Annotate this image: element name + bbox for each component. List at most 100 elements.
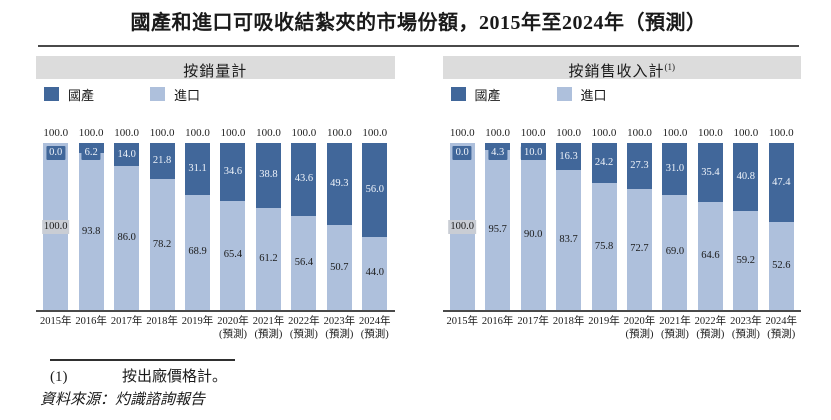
stacked-bar: 56.0 44.0 bbox=[362, 143, 388, 310]
segment-value-label-domestic: 0.0 bbox=[46, 146, 66, 160]
segment-value-label-domestic: 49.3 bbox=[330, 178, 349, 190]
legend-label-import: 進口 bbox=[174, 87, 201, 103]
stacked-bar: 27.3 72.7 bbox=[626, 143, 652, 310]
bar-segment-import: 50.7 bbox=[326, 225, 352, 310]
x-axis-label-year: 2015年 bbox=[39, 316, 72, 327]
segment-value-label-domestic: 38.8 bbox=[259, 169, 278, 181]
bar-segment-import: 65.4 bbox=[220, 200, 246, 310]
legend-label-domestic: 國產 bbox=[474, 87, 501, 103]
bar-total-label: 100.0 bbox=[556, 127, 581, 139]
x-axis-label: 2022年 (預測) bbox=[286, 315, 321, 341]
bar-segment-import: 52.6 bbox=[768, 222, 794, 310]
bar-column: 100.0 21.8 78.2 bbox=[144, 127, 179, 310]
panel-header-label: 按銷量計 bbox=[183, 64, 248, 80]
segment-value-label-domestic: 16.3 bbox=[559, 150, 578, 162]
segment-value-label-import: 65.4 bbox=[223, 249, 243, 261]
legend-item-import: 進口 bbox=[556, 85, 607, 104]
x-axis-label-year: 2021年 bbox=[659, 316, 691, 327]
bar-segment-domestic: 34.6 bbox=[220, 143, 246, 201]
segment-value-label-import: 61.2 bbox=[259, 252, 278, 264]
bar-column: 100.0 10.0 90.0 bbox=[515, 127, 550, 310]
stacked-bar: 47.4 52.6 bbox=[768, 143, 794, 310]
plot-area: 100.0 0.0 100.0 100.0 4.3 95.7 100.0 10.0 90.0 10… bbox=[442, 126, 801, 312]
stacked-bar: 0.0 100.0 bbox=[448, 143, 477, 310]
legend-label-import: 進口 bbox=[580, 87, 607, 103]
segment-value-label-import: 86.0 bbox=[117, 232, 136, 244]
segment-value-label-domestic: 0.0 bbox=[452, 146, 472, 160]
segment-value-label-import: 90.0 bbox=[523, 228, 543, 240]
bar-segment-domestic: 38.8 bbox=[255, 143, 281, 208]
x-axis-label-year: 2024年 bbox=[765, 316, 798, 327]
stacked-bar: 31.0 69.0 bbox=[662, 143, 688, 310]
segment-value-label-import: 95.7 bbox=[488, 224, 507, 236]
bar-segment-import: 44.0 bbox=[362, 236, 388, 310]
panel-header-by-sales-volume: 按銷量計 bbox=[36, 56, 395, 80]
segment-value-label-domestic: 31.1 bbox=[188, 162, 207, 174]
footnote-rule bbox=[50, 359, 235, 361]
x-axis-label: 2024年 (預測) bbox=[357, 315, 392, 341]
bar-total-label: 100.0 bbox=[768, 127, 794, 139]
legend-label-domestic: 國產 bbox=[68, 87, 95, 103]
x-axis-label-year: 2021年 bbox=[252, 316, 285, 327]
stacked-bar: 35.4 64.6 bbox=[697, 143, 723, 310]
x-axis-label-year: 2019年 bbox=[588, 316, 620, 327]
stacked-bar: 24.2 75.8 bbox=[591, 143, 617, 310]
panel-by-sales-revenue: 按銷售收入計(1) 國產 進口 100.0 0.0 100.0 100.0 4.3 95.… bbox=[442, 56, 802, 341]
x-axis-label-year: 2015年 bbox=[446, 316, 478, 327]
bar-segment-domestic: 24.2 bbox=[591, 143, 617, 184]
footnote-text: 按出廠價格計。 bbox=[122, 369, 228, 385]
bar-segment-domestic: 35.4 bbox=[697, 143, 723, 203]
bar-segment-domestic: 40.8 bbox=[733, 143, 759, 212]
x-axis-label-forecast: (預測) bbox=[254, 329, 283, 340]
bar-segment-domestic: 49.3 bbox=[326, 143, 352, 226]
plot-area: 100.0 0.0 100.0 100.0 6.2 93.8 100.0 14.0 86.0 10… bbox=[36, 126, 395, 312]
charts-row: 按銷量計 國產 進口 100.0 0.0 100.0 100.0 6.2 93.8 100.… bbox=[36, 56, 801, 341]
bar-column: 100.0 6.2 93.8 bbox=[73, 127, 108, 310]
x-axis-label-forecast: (預測) bbox=[360, 329, 389, 340]
bar-segment-import: 95.7 bbox=[485, 150, 511, 310]
bar-column: 100.0 38.8 61.2 bbox=[251, 127, 286, 310]
x-axis-label-forecast: (預測) bbox=[660, 329, 689, 340]
x-axis-label: 2022年 (預測) bbox=[693, 315, 728, 341]
segment-value-label-import: 52.6 bbox=[772, 260, 791, 272]
bar-segment-domestic: 16.3 bbox=[556, 143, 582, 171]
segment-value-label-domestic: 14.0 bbox=[117, 148, 136, 160]
footnote-line: (1) 按出廠價格計。 bbox=[50, 365, 801, 386]
segment-value-label-domestic: 47.4 bbox=[772, 176, 791, 188]
x-axis-label-year: 2020年 bbox=[217, 316, 249, 327]
bar-total-label: 100.0 bbox=[291, 127, 317, 139]
bar-segment-domestic: 56.0 bbox=[362, 143, 388, 237]
x-axis-label: 2016年 bbox=[73, 315, 108, 341]
bar-column: 100.0 31.0 69.0 bbox=[657, 127, 692, 310]
x-axis-label-year: 2017年 bbox=[517, 316, 549, 327]
stacked-bar: 49.3 50.7 bbox=[326, 143, 352, 310]
x-axis-label: 2020年 (預測) bbox=[215, 315, 250, 341]
x-axis-label: 2015年 bbox=[38, 315, 73, 341]
segment-value-label-import: 93.8 bbox=[81, 225, 101, 237]
segment-value-label-domestic: 43.6 bbox=[294, 173, 314, 185]
panel-header-superscript: (1) bbox=[664, 62, 676, 72]
bar-column: 100.0 31.1 68.9 bbox=[180, 127, 215, 310]
x-axis-label: 2018年 bbox=[144, 315, 179, 341]
bar-total-label: 100.0 bbox=[449, 127, 475, 139]
panel-header-label: 按銷售收入計 bbox=[568, 64, 665, 80]
stacked-bar: 43.6 56.4 bbox=[291, 143, 317, 310]
x-axis-label: 2021年 (預測) bbox=[251, 315, 286, 341]
legend: 國產 進口 bbox=[443, 85, 802, 104]
bar-segment-import: 69.0 bbox=[662, 194, 688, 310]
segment-value-label-domestic: 31.0 bbox=[665, 162, 685, 174]
segment-value-label-import: 64.6 bbox=[701, 250, 720, 262]
legend-item-domestic: 國產 bbox=[450, 85, 501, 104]
x-axis-label-year: 2022年 bbox=[288, 316, 320, 327]
segment-value-label-import: 59.2 bbox=[736, 254, 756, 266]
bar-column: 100.0 16.3 83.7 bbox=[551, 127, 586, 310]
x-axis-label-year: 2023年 bbox=[323, 316, 356, 327]
bar-column: 100.0 40.8 59.2 bbox=[728, 127, 763, 310]
bar-segment-import: 64.6 bbox=[697, 202, 723, 310]
x-axis-label: 2017年 bbox=[515, 315, 550, 341]
bar-segment-import: 93.8 bbox=[78, 153, 104, 310]
bar-total-label: 100.0 bbox=[256, 127, 281, 139]
bar-total-label: 100.0 bbox=[220, 127, 246, 139]
bar-column: 100.0 0.0 100.0 bbox=[445, 127, 480, 310]
segment-value-label-domestic: 40.8 bbox=[736, 171, 756, 183]
